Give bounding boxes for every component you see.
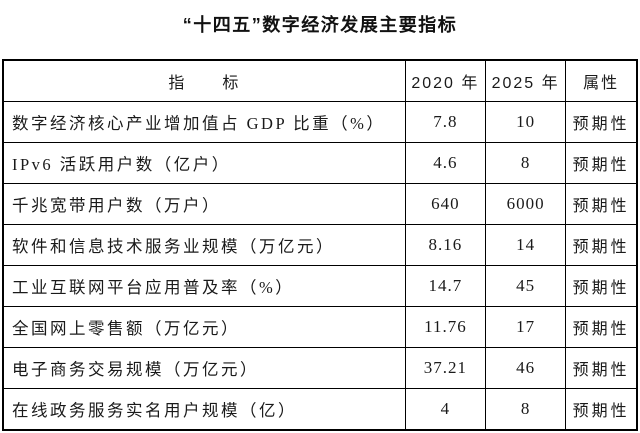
cell-indicator: 千兆宽带用户数（万户）: [2, 183, 406, 225]
table-body: 数字经济核心产业增加值占 GDP 比重（%） 7.8 10 预期性 IPv6 活跃用户数…: [2, 101, 638, 431]
cell-2025: 6000: [485, 183, 567, 225]
table-row: 工业互联网平台应用普及率（%） 14.7 45 预期性: [2, 265, 638, 307]
cell-indicator: 全国网上零售额（万亿元）: [2, 306, 406, 348]
cell-attribute: 预期性: [565, 142, 638, 184]
cell-2020: 7.8: [404, 101, 487, 143]
cell-2025: 17: [485, 306, 567, 348]
table-row: 千兆宽带用户数（万户） 640 6000 预期性: [2, 183, 638, 225]
cell-indicator: 在线政务服务实名用户规模（亿）: [2, 388, 406, 431]
column-header-2020: 2020 年: [404, 59, 487, 102]
cell-2025: 8: [485, 142, 567, 184]
cell-2025: 45: [485, 265, 567, 307]
cell-2025: 10: [485, 101, 567, 143]
cell-2020: 37.21: [404, 347, 487, 389]
table-row: 电子商务交易规模（万亿元） 37.21 46 预期性: [2, 347, 638, 389]
column-header-attribute: 属性: [565, 59, 638, 102]
cell-attribute: 预期性: [565, 347, 638, 389]
column-header-2025: 2025 年: [485, 59, 567, 102]
cell-2020: 4: [404, 388, 487, 431]
table-row: IPv6 活跃用户数（亿户） 4.6 8 预期性: [2, 142, 638, 184]
column-header-indicator: 指 标: [2, 59, 406, 102]
cell-attribute: 预期性: [565, 224, 638, 266]
indicators-table: 指 标 2020 年 2025 年 属性 数字经济核心产业增加值占 GDP 比重…: [2, 59, 638, 431]
table-row: 在线政务服务实名用户规模（亿） 4 8 预期性: [2, 388, 638, 431]
cell-2020: 8.16: [404, 224, 487, 266]
cell-indicator: 电子商务交易规模（万亿元）: [2, 347, 406, 389]
cell-indicator: 软件和信息技术服务业规模（万亿元）: [2, 224, 406, 266]
cell-2025: 14: [485, 224, 567, 266]
cell-attribute: 预期性: [565, 265, 638, 307]
cell-2020: 640: [404, 183, 487, 225]
cell-indicator: 数字经济核心产业增加值占 GDP 比重（%）: [2, 101, 406, 143]
table-row: 数字经济核心产业增加值占 GDP 比重（%） 7.8 10 预期性: [2, 101, 638, 143]
cell-2020: 11.76: [404, 306, 487, 348]
cell-2020: 4.6: [404, 142, 487, 184]
page-title: “十四五”数字经济发展主要指标: [182, 15, 458, 35]
cell-2025: 46: [485, 347, 567, 389]
table-header-row: 指 标 2020 年 2025 年 属性: [2, 59, 638, 102]
table-row: 软件和信息技术服务业规模（万亿元） 8.16 14 预期性: [2, 224, 638, 266]
cell-indicator: IPv6 活跃用户数（亿户）: [2, 142, 406, 184]
cell-attribute: 预期性: [565, 183, 638, 225]
cell-attribute: 预期性: [565, 101, 638, 143]
cell-indicator: 工业互联网平台应用普及率（%）: [2, 265, 406, 307]
cell-2020: 14.7: [404, 265, 487, 307]
cell-2025: 8: [485, 388, 567, 431]
cell-attribute: 预期性: [565, 388, 638, 431]
table-row: 全国网上零售额（万亿元） 11.76 17 预期性: [2, 306, 638, 348]
cell-attribute: 预期性: [565, 306, 638, 348]
